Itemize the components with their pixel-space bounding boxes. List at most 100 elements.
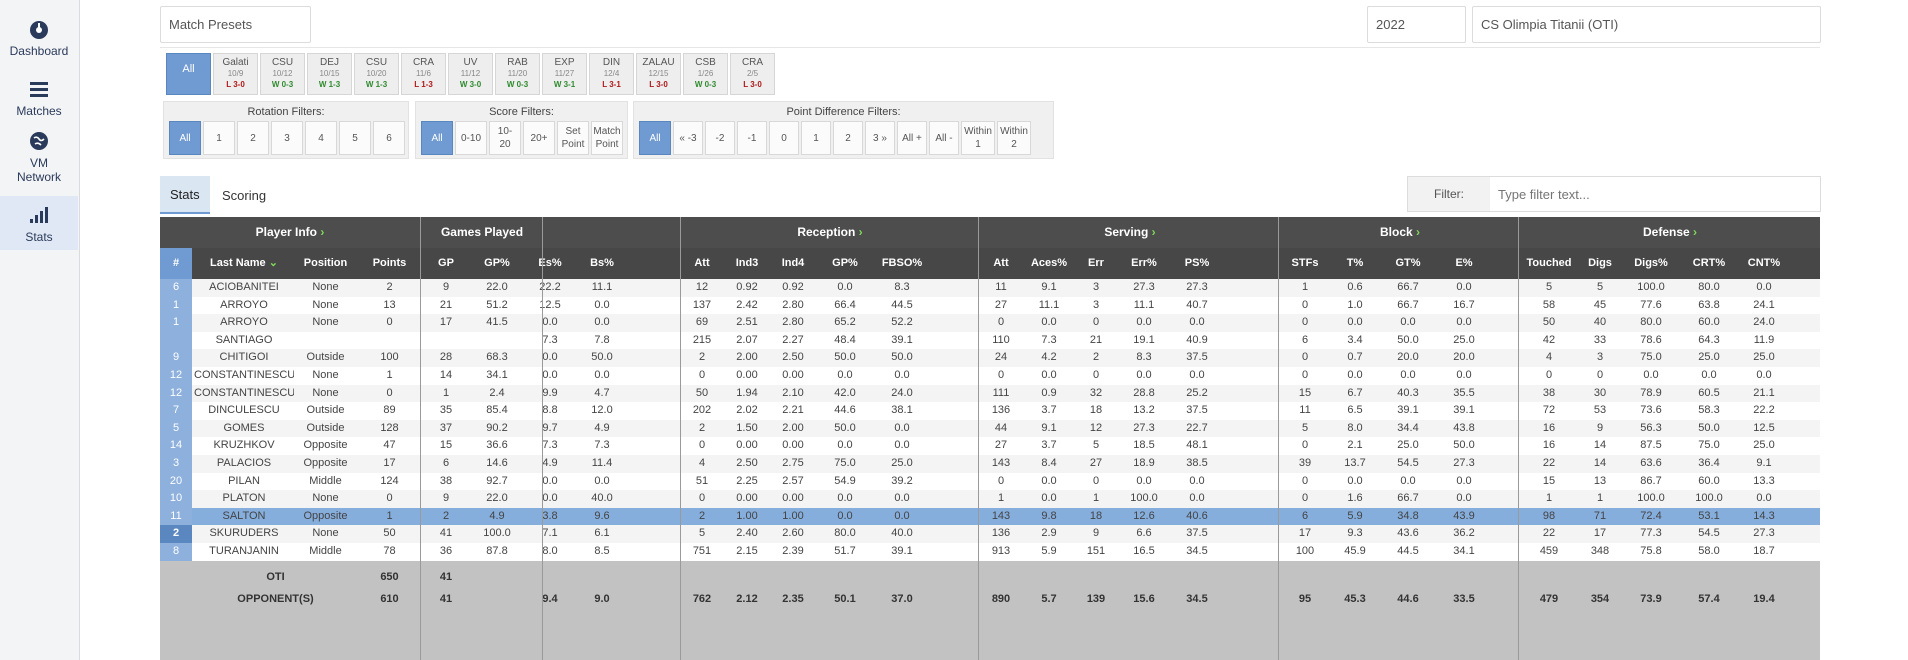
column-header[interactable]: Err: [1088, 257, 1104, 269]
score-filter-button[interactable]: 0-10: [455, 121, 487, 155]
tab-scoring[interactable]: Scoring: [212, 176, 276, 214]
column-header[interactable]: Err%: [1131, 257, 1157, 269]
column-header[interactable]: FBSO%: [881, 257, 923, 269]
match-chip-all[interactable]: All: [166, 53, 211, 95]
table-row[interactable]: 8 TURANJANIN Middle 78 36 87.8 8.0 8.5 751 2.15 2.…: [160, 543, 1820, 561]
rotation-filter-button[interactable]: 3: [271, 121, 303, 155]
column-header[interactable]: #: [160, 248, 192, 279]
rotation-filter-button[interactable]: 6: [373, 121, 405, 155]
point-diff-filter-button[interactable]: All +: [897, 121, 927, 155]
table-row[interactable]: 14 KRUZHKOV Opposite 47 15 36.6 7.3 7.3 0 0.00 0.0…: [160, 437, 1820, 455]
nav-stats[interactable]: Stats: [0, 196, 78, 250]
column-header[interactable]: GP: [438, 257, 454, 269]
table-row[interactable]: 3 PALACIOS Opposite 17 6 14.6 4.9 11.4 4 2.50 2.75…: [160, 455, 1820, 473]
column-header[interactable]: T%: [1346, 257, 1364, 269]
table-row[interactable]: 6 ACIOBANITEI None 2 9 22.0 22.2 11.1 12 0.92 0.92…: [160, 279, 1820, 297]
column-header[interactable]: PS%: [1184, 257, 1210, 269]
column-header[interactable]: GP%: [832, 257, 858, 269]
nav-vm-network[interactable]: VM Network: [0, 130, 78, 184]
table-row[interactable]: 10 PLATON None 0 9 22.0 0.0 40.0 0 0.00 0.00 0.0 0.0…: [160, 490, 1820, 508]
match-chip[interactable]: CRA 2/5 L 3-0: [730, 53, 775, 95]
match-chip[interactable]: CSB 1/26 W 0-3: [683, 53, 728, 95]
table-row[interactable]: 2 SKURUDERS None 50 41 100.0 7.1 6.1 5 2.40 2.60 80…: [160, 525, 1820, 543]
year-select[interactable]: 2022: [1367, 6, 1466, 43]
column-header[interactable]: Att: [993, 257, 1009, 269]
point-diff-filter-button[interactable]: All: [639, 121, 671, 155]
column-header[interactable]: GT%: [1395, 257, 1421, 269]
score-filter-button[interactable]: Match Point: [591, 121, 623, 155]
column-header[interactable]: Aces%: [1030, 257, 1068, 269]
column-header[interactable]: E%: [1455, 257, 1473, 269]
point-diff-filter-button[interactable]: 3 »: [865, 121, 895, 155]
table-row[interactable]: 1 ARROYO None 0 17 41.5 0.0 0.0 69 2.51 2.80 65.2 52…: [160, 314, 1820, 332]
column-header[interactable]: Att: [694, 257, 710, 269]
table-cell: 3: [1596, 351, 1604, 364]
match-chip[interactable]: EXP 11/27 W 3-1: [542, 53, 587, 95]
match-chip-result: W 3-0: [459, 80, 482, 89]
table-row[interactable]: 9 CHITIGOI Outside 100 28 68.3 0.0 50.0 2 2.00 2.5…: [160, 349, 1820, 367]
table-row[interactable]: 5 GOMES Outside 128 37 90.2 9.7 4.9 2 1.50 2.00 50.…: [160, 419, 1820, 438]
table-row[interactable]: 12 CONSTANTINESCU None 0 1 2.4 9.9 4.7 50 1.94 2.1…: [160, 384, 1820, 403]
column-header[interactable]: Es%: [538, 257, 562, 269]
score-filter-button[interactable]: Set Point: [557, 121, 589, 155]
column-header[interactable]: Last Name ⌄: [194, 248, 294, 279]
point-diff-filter-button[interactable]: « -3: [673, 121, 703, 155]
match-chip[interactable]: UV 11/12 W 3-0: [448, 53, 493, 95]
score-filter-button[interactable]: 20+: [523, 121, 555, 155]
point-diff-filter-button[interactable]: 0: [769, 121, 799, 155]
column-header[interactable]: Position: [303, 257, 348, 269]
match-chip[interactable]: ZALAU 12/15 L 3-0: [636, 53, 681, 95]
group-defense[interactable]: Defense ›: [1520, 217, 1820, 248]
group-games-played[interactable]: Games Played: [422, 217, 542, 248]
match-chip[interactable]: CSU 10/12 W 0-3: [260, 53, 305, 95]
column-header[interactable]: CRT%: [1692, 257, 1726, 269]
column-header[interactable]: Ind3: [735, 257, 759, 269]
column-header[interactable]: Ind4: [781, 257, 805, 269]
rotation-filter-button[interactable]: 2: [237, 121, 269, 155]
group-serving[interactable]: Serving ›: [980, 217, 1280, 248]
group-reception[interactable]: Reception ›: [680, 217, 980, 248]
table-cell: 913: [991, 545, 1011, 557]
match-chip[interactable]: CRA 11/6 L 1-3: [401, 53, 446, 95]
tab-stats[interactable]: Stats: [160, 176, 210, 214]
column-header[interactable]: Points: [372, 257, 407, 269]
match-chip[interactable]: CSU 10/20 W 1-3: [354, 53, 399, 95]
point-diff-filter-button[interactable]: -2: [705, 121, 735, 155]
nav-dashboard[interactable]: Dashboard: [0, 18, 78, 58]
column-header[interactable]: CNT%: [1747, 257, 1781, 269]
column-header[interactable]: STFs: [1291, 257, 1319, 269]
team-select[interactable]: CS Olimpia Titanii (OTI): [1472, 6, 1821, 43]
table-row[interactable]: SANTIAGO 7.3 7.8 215 2.07 2.27 48.4 39.1 110 7.3 2…: [160, 331, 1820, 350]
table-row[interactable]: 11 SALTON Opposite 1 2 4.9 3.8 9.6 2 1.00 1.00 0.0 0…: [160, 507, 1820, 526]
rotation-filter-button[interactable]: 4: [305, 121, 337, 155]
nav-matches[interactable]: Matches: [0, 78, 78, 118]
column-header[interactable]: GP%: [484, 257, 510, 269]
group-block[interactable]: Block ›: [1280, 217, 1520, 248]
column-header[interactable]: Touched: [1526, 257, 1572, 269]
rotation-filter-button[interactable]: All: [169, 121, 201, 155]
score-filter-button[interactable]: All: [421, 121, 453, 155]
rotation-filter-button[interactable]: 1: [203, 121, 235, 155]
column-header[interactable]: Digs: [1588, 257, 1612, 269]
table-row[interactable]: 20 PILAN Middle 124 38 92.7 0.0 0.0 51 2.25 2.57 54…: [160, 472, 1820, 491]
point-diff-filter-button[interactable]: 1: [801, 121, 831, 155]
match-chip[interactable]: DIN 12/4 L 3-1: [589, 53, 634, 95]
match-chip[interactable]: RAB 11/20 W 0-3: [495, 53, 540, 95]
point-diff-filter-button[interactable]: All -: [929, 121, 959, 155]
rotation-filter-button[interactable]: 5: [339, 121, 371, 155]
point-diff-filter-button[interactable]: 2: [833, 121, 863, 155]
table-row[interactable]: 7 DINCULESCU Outside 89 35 85.4 8.8 12.0 202 2.02…: [160, 402, 1820, 420]
group-player-info[interactable]: Player Info ›: [160, 217, 420, 248]
table-row[interactable]: 1 ARROYO None 13 21 51.2 12.5 0.0 137 2.42 2.80 66.…: [160, 296, 1820, 315]
filter-input[interactable]: [1490, 177, 1820, 211]
point-diff-filter-button[interactable]: Within 1: [961, 121, 995, 155]
score-filter-button[interactable]: 10-20: [489, 121, 521, 155]
point-diff-filter-button[interactable]: Within 2: [997, 121, 1031, 155]
match-chip[interactable]: Galati 10/9 L 3-0: [213, 53, 258, 95]
match-chip[interactable]: DEJ 10/15 W 1-3: [307, 53, 352, 95]
column-header[interactable]: Digs%: [1634, 257, 1668, 269]
point-diff-filter-button[interactable]: -1: [737, 121, 767, 155]
match-presets-select[interactable]: Match Presets: [160, 6, 311, 43]
table-row[interactable]: 12 CONSTANTINESCU None 1 14 34.1 0.0 0.0 0 0.00 0.…: [160, 367, 1820, 385]
column-header[interactable]: Bs%: [590, 257, 614, 269]
